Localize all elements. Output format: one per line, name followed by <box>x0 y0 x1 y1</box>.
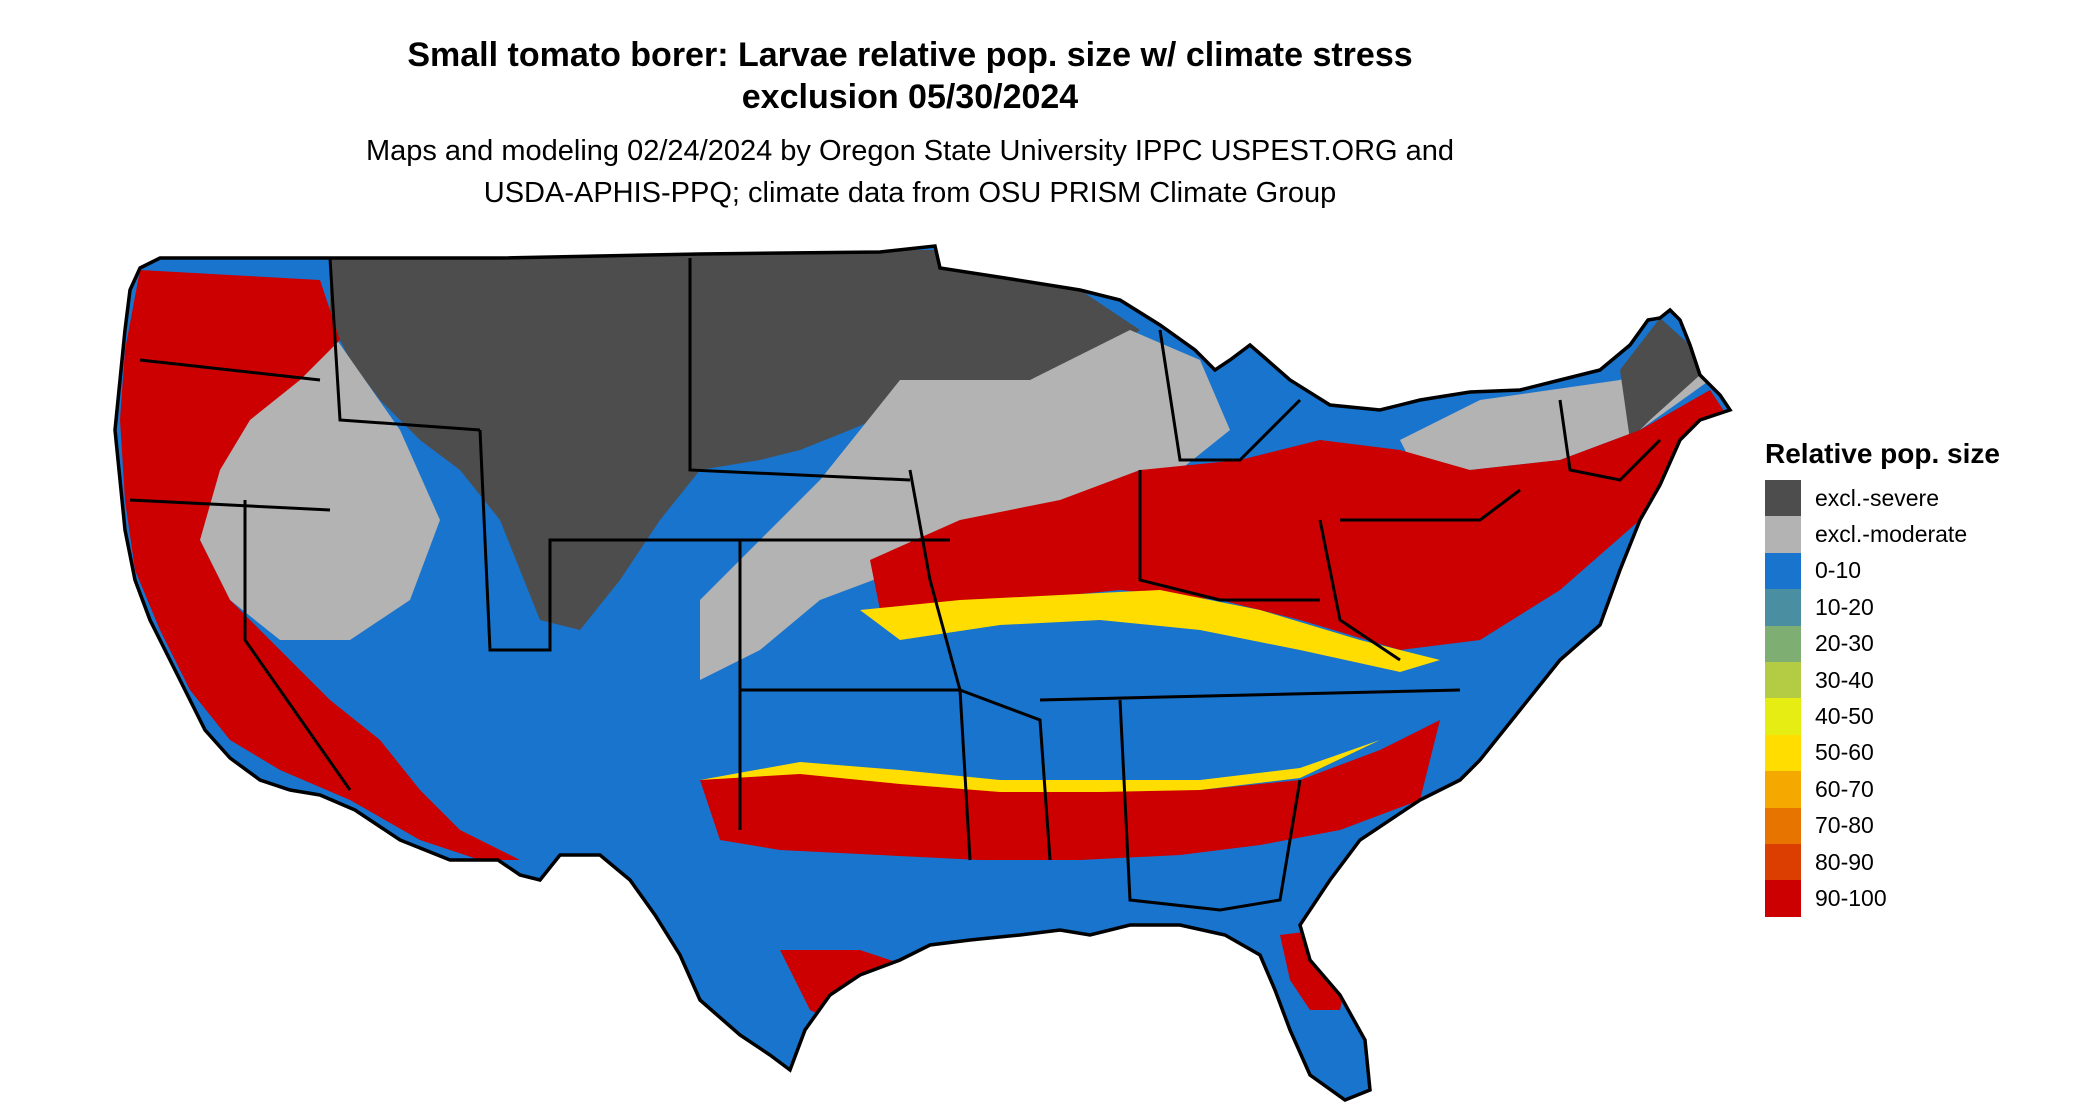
legend-label: 20-30 <box>1815 630 1874 657</box>
legend-item-50-60: 50-60 <box>1765 734 2075 772</box>
legend-label: 10-20 <box>1815 593 1874 620</box>
legend-label: 50-60 <box>1815 739 1874 766</box>
legend-label: excl.-moderate <box>1815 521 1968 548</box>
legend-swatch <box>1765 589 1801 626</box>
legend-items: excl.-severe excl.-moderate 0-10 10-20 2… <box>1765 480 2075 917</box>
red-band-northern-corridor <box>870 390 1730 650</box>
legend-label: 60-70 <box>1815 775 1874 802</box>
legend-label: 40-50 <box>1815 703 1874 730</box>
legend-swatch <box>1765 771 1801 808</box>
border-idaho-montana <box>328 257 481 432</box>
severe-exclusion-region-northeast <box>1620 318 1700 440</box>
legend-swatch <box>1765 661 1801 699</box>
yellow-transition-northern-band <box>860 590 1440 672</box>
legend-item-70-80: 70-80 <box>1765 807 2075 844</box>
legend-item-excl-moderate: excl.-moderate <box>1765 516 2075 553</box>
border-new-york-pennsylvania <box>1340 488 1521 522</box>
subtitle-block: Maps and modeling 02/24/2024 by Oregon S… <box>0 130 1820 214</box>
legend-swatch <box>1765 807 1801 844</box>
legend-item-10-20: 10-20 <box>1765 589 2075 626</box>
border-appalachians <box>1318 519 1401 662</box>
legend-swatch <box>1765 480 1801 517</box>
red-band-western-mountains <box>120 270 520 860</box>
legend-swatch <box>1765 552 1801 590</box>
legend-swatch <box>1765 516 1801 553</box>
legend-label: 0-10 <box>1815 557 1862 584</box>
border-mississippi-river <box>908 469 1052 861</box>
map-title-line-2: exclusion 05/30/2024 <box>741 78 1079 116</box>
border-great-plains-north <box>688 258 911 482</box>
border-utah-colorado <box>478 429 742 830</box>
moderate-exclusion-region-central <box>700 330 1230 680</box>
border-deep-south <box>1118 699 1302 912</box>
border-great-lakes-michigan <box>1158 329 1302 462</box>
legend-item-90-100: 90-100 <box>1765 880 2075 917</box>
severe-exclusion-region-north <box>330 250 1140 630</box>
title-block: Small tomato borer: Larvae relative pop.… <box>0 34 1820 214</box>
legend-swatch <box>1765 880 1801 917</box>
legend-item-80-90: 80-90 <box>1765 843 2075 881</box>
legend: Relative pop. size excl.-severe excl.-mo… <box>1765 436 2075 917</box>
legend-swatch <box>1765 625 1801 662</box>
legend-title: Relative pop. size <box>1765 438 2000 469</box>
legend-label: 30-40 <box>1815 666 1874 693</box>
border-or-ca-nv <box>129 498 331 512</box>
border-new-england <box>1558 399 1662 482</box>
border-tennessee-kentucky <box>1039 688 1461 702</box>
map-subtitle-line-1: Maps and modeling 02/24/2024 by Oregon S… <box>365 135 1455 167</box>
legend-item-60-70: 60-70 <box>1765 771 2075 808</box>
map-subtitle-line-2: USDA-APHIS-PPQ; climate data from OSU PR… <box>483 177 1337 209</box>
yellow-transition-southern-band <box>700 740 1380 792</box>
legend-swatch <box>1765 734 1801 772</box>
legend-label: 80-90 <box>1815 848 1874 875</box>
legend-item-30-40: 30-40 <box>1765 661 2075 699</box>
legend-swatch <box>1765 698 1801 735</box>
border-nevada-utah <box>243 500 352 791</box>
legend-item-40-50: 40-50 <box>1765 698 2075 735</box>
map-title-line-1: Small tomato borer: Larvae relative pop.… <box>407 36 1413 74</box>
legend-item-0-10: 0-10 <box>1765 552 2075 590</box>
border-ohio-valley <box>1138 470 1320 602</box>
legend-item-excl-severe: excl.-severe <box>1765 480 2075 517</box>
state-borders <box>129 257 1662 912</box>
border-wa-or <box>139 358 321 382</box>
legend-label: excl.-severe <box>1815 484 1939 511</box>
legend-label: 90-100 <box>1815 884 1887 911</box>
legend-label: 70-80 <box>1815 812 1874 839</box>
legend-swatch <box>1765 843 1801 881</box>
legend-item-20-30: 20-30 <box>1765 625 2075 662</box>
